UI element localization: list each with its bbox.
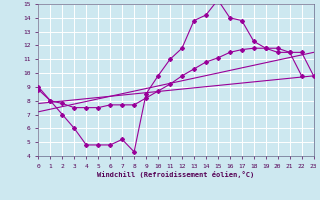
X-axis label: Windchill (Refroidissement éolien,°C): Windchill (Refroidissement éolien,°C) xyxy=(97,171,255,178)
